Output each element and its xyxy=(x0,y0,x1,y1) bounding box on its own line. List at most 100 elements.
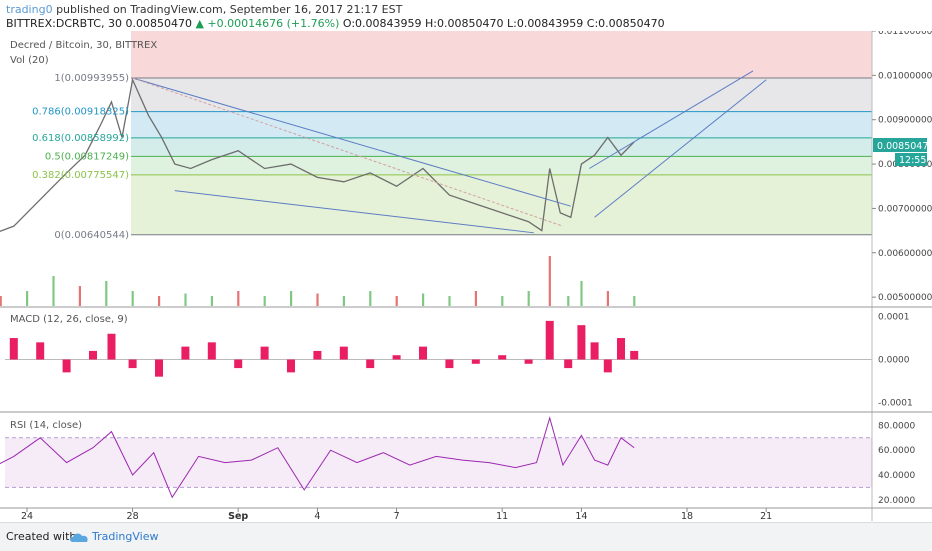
fib-zone xyxy=(131,137,872,157)
volume-bar xyxy=(78,286,81,306)
macd-bar xyxy=(564,359,573,369)
macd-bar xyxy=(9,338,18,360)
volume-bar xyxy=(105,281,108,306)
tradingview-link[interactable]: TradingView xyxy=(92,530,159,543)
macd-bar xyxy=(617,338,625,360)
y-tick-label: 0.00900000 xyxy=(878,116,932,126)
publish-text: published on TradingView.com, September … xyxy=(56,3,403,16)
y-axis-ticks: 0.011000000.010000000.009000000.00800000… xyxy=(872,31,932,506)
chart-title: Decred / Bitcoin, 30, BITTREX xyxy=(10,40,157,51)
last-price-tag: 0.00850470 xyxy=(873,138,932,152)
x-tick-label: 11 xyxy=(496,511,508,521)
macd-bar xyxy=(630,350,639,360)
symbol-label: BITTREX:DCRBTC, 30 xyxy=(6,17,122,30)
volume-bar xyxy=(342,296,345,306)
macd-bar xyxy=(234,359,243,369)
macd-bar xyxy=(62,359,71,373)
macd-bar xyxy=(36,342,45,360)
trend-line-lower xyxy=(174,190,534,234)
y-tick-label: 20.0000 xyxy=(878,496,915,506)
fib-zone xyxy=(131,111,872,138)
macd-histogram xyxy=(5,320,872,377)
macd-bar xyxy=(260,346,269,360)
macd-bar xyxy=(366,359,375,369)
y-tick-label: 40.0000 xyxy=(878,471,915,481)
macd-bar xyxy=(577,325,586,360)
fib-zone xyxy=(131,78,872,112)
fib-label: 0.382(0.00775547) xyxy=(32,170,129,181)
macd-label: MACD (12, 26, close, 9) xyxy=(10,314,128,325)
fib-label: 0(0.00640544) xyxy=(54,230,129,241)
channel-line-lower xyxy=(594,79,767,218)
volume-bar xyxy=(316,293,319,306)
macd-bar xyxy=(207,342,216,360)
macd-bar xyxy=(524,359,533,364)
trend-line-dashed xyxy=(132,77,564,227)
volume-bar xyxy=(158,296,161,306)
y-tick-label: 0.01000000 xyxy=(878,71,932,81)
macd-bar xyxy=(603,359,612,373)
fib-retracement xyxy=(131,31,872,236)
trend-lines xyxy=(132,70,767,234)
macd-bar xyxy=(498,355,507,360)
y-tick-label: 0.00500000 xyxy=(878,293,932,303)
y-tick-label: 0.00600000 xyxy=(878,249,932,259)
fib-zone xyxy=(131,156,872,175)
y-tick-label: -0.0001 xyxy=(878,398,913,408)
macd-bar xyxy=(339,346,348,360)
volume-label: Vol (20) xyxy=(10,55,49,66)
created-with-label: Created with xyxy=(6,530,77,543)
x-tick-label: Sep xyxy=(228,511,248,521)
up-arrow-icon: ▲ xyxy=(195,17,204,30)
fib-labels: 1(0.00993955) 0.786(0.00918325) 0.618(0.00… xyxy=(32,73,129,241)
volume-bar xyxy=(290,291,293,306)
volume-bar xyxy=(501,296,504,306)
y-tick-label: 60.0000 xyxy=(878,446,915,456)
x-tick-label: 14 xyxy=(575,511,587,521)
volume-bar xyxy=(210,296,213,306)
fib-label: 1(0.00993955) xyxy=(54,73,129,84)
fib-zone-top xyxy=(131,31,872,79)
volume-bar xyxy=(527,291,530,306)
price-change: +0.00014676 (+1.76%) xyxy=(207,17,340,30)
footer: Created with TradingView xyxy=(0,522,932,551)
macd-bar xyxy=(590,342,599,360)
volume-bar xyxy=(580,281,583,306)
time-tag: 12:55 xyxy=(895,153,927,166)
x-tick-label: 28 xyxy=(127,511,139,521)
ohlc-values: O:0.00843959 H:0.00850470 L:0.00843959 C… xyxy=(342,17,665,30)
channel-line-upper xyxy=(589,70,754,169)
rsi-series xyxy=(0,416,872,499)
price-series xyxy=(0,77,635,233)
volume-bar xyxy=(422,293,425,306)
volume-bar xyxy=(474,291,477,306)
y-tick-label: 0.0001 xyxy=(878,313,910,323)
tradingview-cloud-icon xyxy=(70,533,88,542)
volume-bar xyxy=(52,276,55,306)
y-tick-label: 80.0000 xyxy=(878,421,915,431)
volume-bar xyxy=(395,296,398,306)
volume-bar xyxy=(548,256,551,306)
last-price-tag-text: 0.00850470 xyxy=(877,141,932,152)
volume-bar xyxy=(184,293,187,306)
price-line xyxy=(0,77,635,233)
macd-bar xyxy=(545,320,554,360)
macd-bar xyxy=(89,350,97,360)
macd-bar xyxy=(107,333,116,360)
fib-label: 0.5(0.00817249) xyxy=(45,151,129,162)
rsi-band xyxy=(5,437,872,488)
time-tag-text: 12:55 xyxy=(899,155,926,166)
price-chart[interactable]: 0.011000000.010000000.009000000.00800000… xyxy=(0,31,932,521)
fib-label: 0.618(0.00858992) xyxy=(32,133,129,144)
publish-info: trading0 published on TradingView.com, S… xyxy=(6,3,402,16)
macd-bar xyxy=(181,346,190,360)
volume-bar xyxy=(567,296,570,306)
volume-bar xyxy=(448,296,451,306)
volume-bar xyxy=(606,291,609,306)
x-axis-ticks: 24 28 Sep 4 7 11 14 18 21 xyxy=(21,508,772,521)
author-name[interactable]: trading0 xyxy=(6,3,53,16)
macd-bar xyxy=(313,350,322,360)
x-tick-label: 24 xyxy=(21,511,33,521)
volume-bar xyxy=(26,291,29,306)
x-tick-label: 18 xyxy=(681,511,693,521)
